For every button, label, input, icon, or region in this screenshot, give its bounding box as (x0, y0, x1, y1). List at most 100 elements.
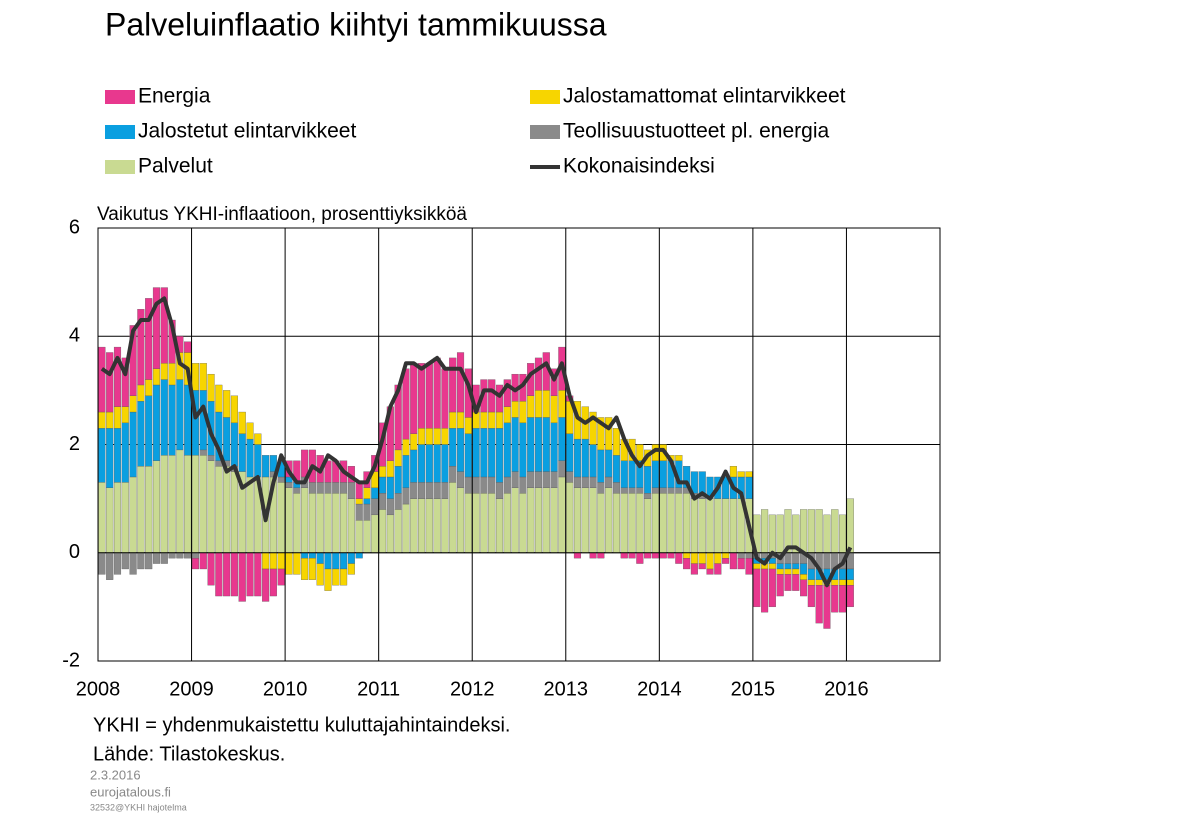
bar (511, 471, 519, 488)
bar (121, 422, 129, 483)
bar (776, 514, 784, 553)
bar (737, 471, 745, 478)
bar (207, 552, 215, 586)
bar (137, 309, 145, 386)
bar (199, 363, 207, 391)
bar (324, 568, 332, 591)
bar (488, 379, 496, 413)
bar (425, 498, 433, 553)
bar (464, 417, 472, 434)
bar (464, 433, 472, 478)
bar (410, 482, 418, 499)
y-tick-label: -2 (62, 649, 80, 671)
bar (698, 498, 706, 553)
y-tick-label: 4 (69, 325, 80, 347)
bar (277, 552, 285, 570)
bar (308, 493, 316, 553)
bar (612, 455, 621, 483)
bar (145, 379, 153, 396)
footer: 32532@YKHI hajotelma (90, 802, 187, 812)
chart-title: Palveluinflaatio kiihtyi tammikuussa (105, 6, 607, 42)
bar (480, 428, 488, 478)
bar (98, 482, 106, 553)
bar (308, 552, 316, 559)
bar (316, 493, 324, 553)
bar (667, 487, 675, 494)
legend-label: Jalostamattomat elintarvikkeet (563, 85, 846, 108)
bar (191, 363, 200, 391)
bar (488, 493, 496, 553)
bar (636, 493, 644, 553)
bar (800, 509, 808, 553)
bar (846, 579, 854, 586)
bar (152, 384, 161, 461)
bar (332, 482, 340, 494)
bar (550, 395, 558, 424)
bar (316, 552, 324, 564)
bar (800, 574, 808, 580)
bar (542, 487, 550, 553)
bar (722, 552, 730, 559)
bar (690, 563, 698, 575)
bar (823, 514, 831, 553)
bar (495, 428, 504, 483)
bar (698, 563, 706, 570)
bar (729, 465, 737, 478)
bar (129, 552, 137, 575)
bar (152, 287, 161, 369)
bar (534, 390, 543, 418)
bar (675, 487, 683, 494)
bar (394, 449, 402, 467)
bar (355, 498, 363, 505)
bar (363, 498, 371, 505)
bar (472, 476, 480, 494)
bar (347, 563, 355, 575)
bar (410, 433, 418, 451)
bar (573, 476, 582, 488)
bar (417, 444, 426, 483)
bar (542, 417, 550, 472)
bar (98, 428, 106, 483)
bar (152, 368, 161, 386)
bar (410, 498, 418, 553)
bar (706, 568, 714, 575)
bar (503, 493, 511, 553)
bar (184, 552, 192, 559)
bar (800, 563, 808, 575)
bar (168, 384, 176, 456)
bar (542, 471, 550, 488)
bar (137, 384, 145, 402)
bar (191, 455, 200, 553)
bar (121, 406, 129, 423)
bar (410, 449, 418, 483)
bar (449, 465, 457, 483)
bar (566, 433, 574, 472)
bar (246, 552, 254, 597)
bar (113, 552, 122, 575)
bar (262, 568, 270, 602)
bar (223, 465, 231, 553)
bar (113, 406, 122, 429)
bar (238, 433, 246, 472)
bar (386, 460, 394, 478)
bar (324, 552, 332, 570)
bar (425, 482, 433, 499)
bar (612, 493, 621, 553)
bar (137, 401, 145, 467)
bar (441, 368, 449, 429)
bar (519, 493, 527, 553)
bar (106, 552, 114, 580)
y-tick-label: 6 (69, 216, 80, 238)
bar (620, 493, 628, 553)
bar (160, 287, 168, 364)
legend-label: Energia (138, 85, 211, 108)
bar (277, 482, 285, 553)
bar (191, 558, 200, 570)
bar (628, 552, 636, 559)
bar (675, 455, 683, 461)
x-tick-label: 2009 (169, 678, 214, 700)
bar (698, 471, 706, 494)
bar (152, 552, 161, 564)
bar (199, 449, 207, 456)
